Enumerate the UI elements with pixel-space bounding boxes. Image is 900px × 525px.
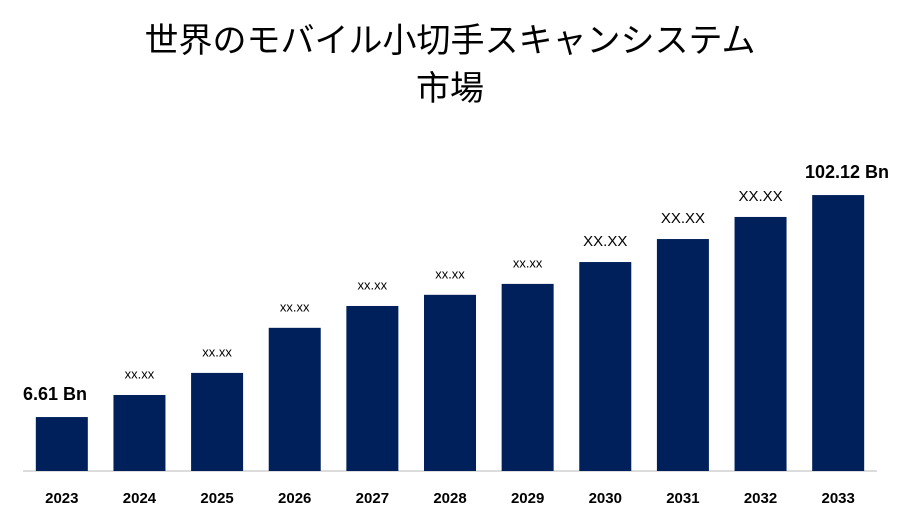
bar [346,305,399,471]
bar [579,262,632,471]
x-tick-label: 2032 [744,490,777,507]
chart-title: 市場 [416,70,484,108]
bar [424,294,476,471]
x-tick-label: 2024 [123,490,157,507]
bar [501,283,554,471]
value-label: xx.xx [280,299,310,314]
value-label: xx.xx [435,266,465,281]
x-tick-label: 2028 [433,490,466,507]
x-tick-label: 2031 [666,490,699,507]
x-tick-label: 2027 [356,490,389,507]
value-label: 6.61 Bn [23,384,87,404]
bar [113,394,166,471]
bar [812,195,865,471]
chart-title: 世界のモバイル小切手スキャンシステム [145,22,756,60]
value-label: xx.xx [125,366,155,381]
value-label: XX.XX [661,210,705,227]
value-label: xx.xx [358,277,388,292]
x-tick-label: 2026 [278,490,311,507]
x-tick-label: 2025 [200,490,233,507]
value-label: xx.xx [513,255,543,270]
x-tick-label: 2023 [45,490,78,507]
x-tick-label: 2030 [589,490,622,507]
bar [656,239,709,471]
x-tick-label: 2033 [821,490,854,507]
value-label: xx.xx [202,344,232,359]
bar [191,372,244,471]
bar [734,216,787,471]
bar [35,417,88,471]
value-label: 102.12 Bn [805,162,889,182]
value-label: XX.XX [583,233,627,250]
value-label: XX.XX [738,188,782,205]
bar [268,327,321,471]
x-tick-label: 2029 [511,490,544,507]
